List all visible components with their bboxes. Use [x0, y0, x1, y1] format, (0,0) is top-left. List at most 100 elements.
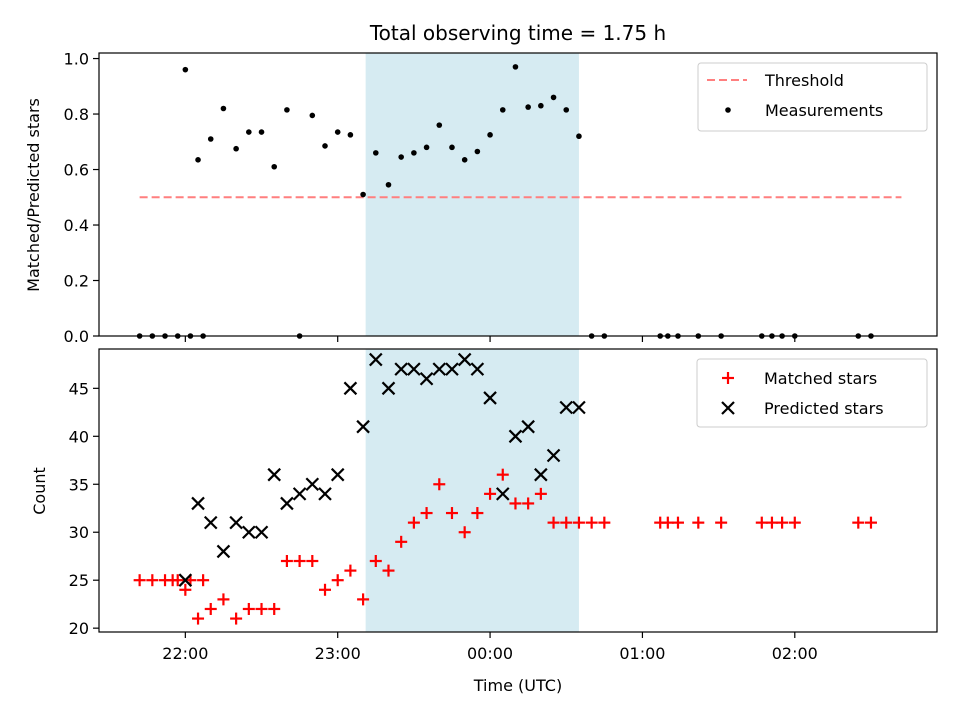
- top-legend: Threshold Measurements: [697, 62, 928, 132]
- matched-star-point: [522, 497, 535, 510]
- predicted-star-point: [445, 362, 459, 376]
- y-tick-label: 0.8: [64, 105, 89, 124]
- predicted-star-point: [457, 352, 472, 367]
- matched-star-point: [197, 574, 210, 587]
- x-tick-label: 22:00: [162, 644, 208, 663]
- matched-star-point: [382, 564, 395, 577]
- bottom-legend-box: [696, 358, 928, 428]
- predicted-star-point: [216, 544, 231, 559]
- x-tick-label: 02:00: [772, 644, 818, 663]
- matched-star-point: [268, 602, 281, 615]
- matched-star-point: [755, 516, 768, 529]
- bottom-plot-area: [133, 352, 877, 625]
- x-tick-label: 00:00: [467, 644, 513, 663]
- measurement-point: [207, 136, 214, 142]
- predicted-star-point: [546, 448, 561, 463]
- matched-star-point: [293, 555, 306, 568]
- measurement-point: [334, 129, 341, 135]
- y-tick-label: 0.0: [64, 327, 89, 346]
- predicted-star-point: [343, 381, 358, 396]
- measurement-point: [233, 145, 239, 152]
- bottom-x-axis: 22:00 23:00 00:00 01:00 02:00: [162, 632, 818, 663]
- bottom-frame: [98, 348, 938, 633]
- matched-star-point: [133, 574, 146, 587]
- measurement-point: [538, 102, 544, 109]
- matched-star-point: [344, 564, 357, 577]
- measurement-point: [220, 105, 227, 112]
- matched-star-point: [598, 516, 611, 529]
- legend-predicted-swatch: [721, 401, 735, 415]
- predicted-star-point: [203, 515, 218, 530]
- predicted-star-point: [521, 419, 535, 434]
- matched-star-point: [407, 516, 420, 529]
- matched-star-point: [471, 507, 484, 520]
- predicted-star-point: [495, 487, 510, 501]
- matched-star-point: [433, 478, 446, 491]
- measurement-point: [284, 107, 290, 113]
- measurement-point: [258, 129, 265, 135]
- predicted-star-point: [229, 515, 243, 530]
- matched-star-point: [445, 507, 458, 520]
- measurement-point: [550, 94, 557, 101]
- predicted-star-point: [318, 487, 332, 501]
- matched-star-point: [204, 602, 217, 615]
- predicted-star-point: [305, 477, 320, 492]
- matched-star-point: [357, 593, 370, 606]
- top-shaded-span: [365, 53, 579, 336]
- legend-threshold-label: Threshold: [764, 71, 844, 90]
- legend-matched-label: Matched stars: [764, 369, 877, 388]
- matched-star-point: [255, 602, 268, 615]
- predicted-star-point: [419, 371, 434, 386]
- y-tick-label: 0.6: [64, 161, 89, 180]
- measurement-point: [385, 181, 392, 188]
- predicted-star-point: [508, 429, 523, 444]
- top-panel: 0.0 0.2 0.4 0.6 0.8 1.0 Matched/Predicted sta…: [24, 50, 938, 346]
- x-axis-label: Time (UTC): [473, 676, 562, 695]
- predicted-star-point: [572, 400, 586, 415]
- measurement-point: [423, 144, 430, 151]
- matched-star-point: [864, 516, 877, 529]
- x-tick-label: 01:00: [619, 644, 665, 663]
- y-tick-label: 25: [69, 571, 89, 590]
- measurement-point: [411, 150, 417, 156]
- predicted-star-point: [381, 381, 396, 396]
- predicted-star-point: [267, 467, 281, 482]
- matched-star-point: [661, 516, 674, 529]
- measurement-point: [512, 64, 519, 70]
- measurement-point: [576, 133, 582, 140]
- matched-star-point: [369, 555, 382, 568]
- matched-star-point: [547, 516, 560, 529]
- matched-star-point: [458, 526, 471, 539]
- top-x-axis: [184, 336, 796, 342]
- measurement-point: [347, 132, 354, 138]
- measurement-point: [499, 107, 506, 113]
- chart-title: Total observing time = 1.75 h: [369, 21, 666, 45]
- predicted-star-point: [292, 487, 307, 501]
- matched-star-point: [217, 593, 230, 606]
- matched-star-point: [484, 487, 497, 500]
- y-tick-label: 30: [69, 523, 89, 542]
- matched-star-point: [788, 516, 801, 529]
- predicted-star-point: [470, 362, 485, 376]
- y-tick-label: 40: [69, 427, 89, 446]
- measurement-point: [563, 107, 570, 113]
- measurement-point: [525, 104, 531, 110]
- matched-star-point: [242, 602, 255, 615]
- measurement-point: [322, 143, 328, 149]
- measurement-point: [461, 157, 468, 163]
- predicted-star-point: [559, 400, 574, 415]
- matched-star-point: [509, 497, 522, 510]
- top-y-axis: 0.0 0.2 0.4 0.6 0.8 1.0: [64, 50, 99, 346]
- predicted-star-point: [432, 362, 447, 376]
- top-frame: [98, 52, 938, 337]
- predicted-star-point: [394, 362, 408, 376]
- matched-star-point: [230, 612, 243, 625]
- matched-star-point: [306, 555, 319, 568]
- measurement-point: [309, 112, 316, 119]
- measurement-point: [360, 191, 366, 198]
- measurement-point: [474, 148, 481, 155]
- predicted-star-point: [369, 352, 383, 367]
- bottom-y-axis-label: Count: [30, 467, 49, 515]
- legend-matched-swatch: [722, 372, 734, 384]
